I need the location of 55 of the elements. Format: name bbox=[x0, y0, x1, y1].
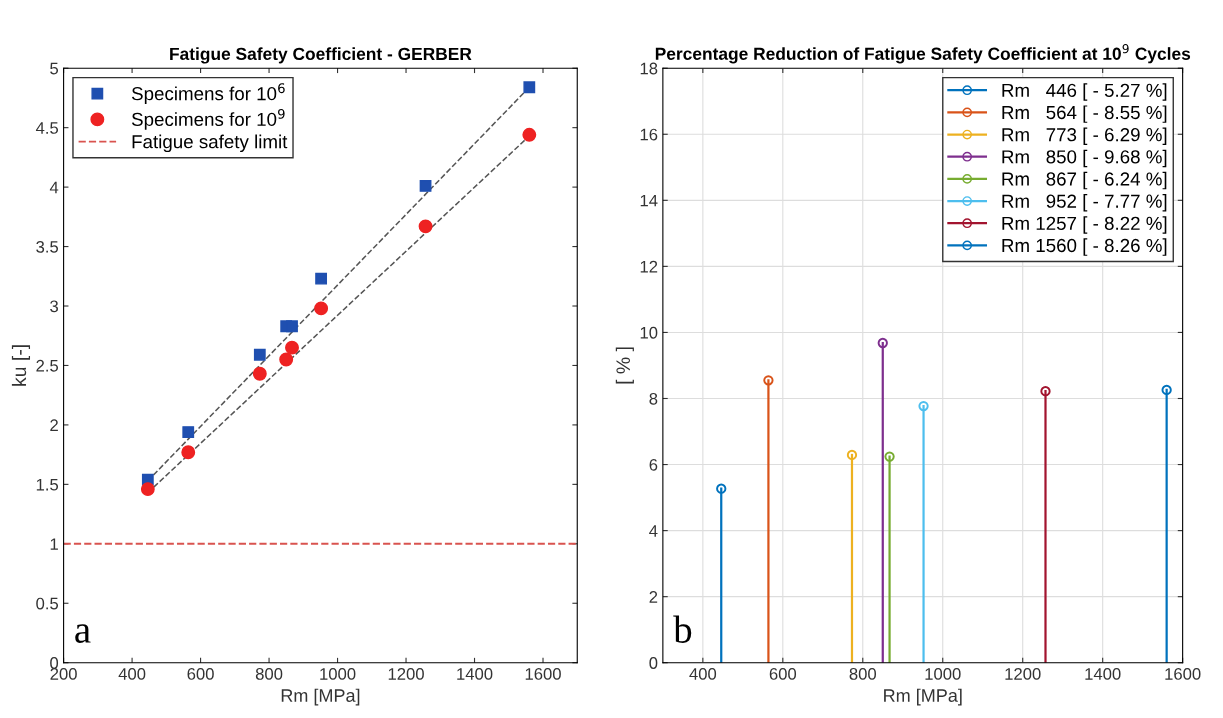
y-tick-label: 16 bbox=[640, 128, 658, 141]
legend-label: Rm 446 [ - 5.27 %] bbox=[1002, 83, 1167, 101]
chart-title: Percentage Reduction of Fatigue Safety Coefficient at 10$^{9}$ Cycles bbox=[655, 44, 1191, 64]
legend-label: Rm 1560 [ - 8.26 %] bbox=[1002, 238, 1167, 256]
x-tick-label: 400 bbox=[689, 668, 717, 680]
x-axis-title: Rm [MPa] bbox=[884, 688, 962, 706]
y-tick-label: 3.5 bbox=[36, 240, 59, 253]
chart-title: Fatigue Safety Coefficient - GERBER bbox=[170, 47, 472, 64]
y-axis-title: ku [-] bbox=[11, 345, 31, 386]
annotation: a bbox=[75, 624, 91, 643]
x-tick-label: 800 bbox=[849, 668, 877, 680]
x-tick-label: 200 bbox=[50, 668, 77, 680]
x-tick-label: 1600 bbox=[1165, 668, 1201, 680]
x-tick-label: 1200 bbox=[388, 668, 424, 680]
legend-label: Rm 952 [ - 7.77 %] bbox=[1002, 194, 1167, 212]
annotation: b bbox=[673, 615, 692, 643]
y-tick-label: 1 bbox=[50, 538, 58, 550]
y-tick-label: 0 bbox=[649, 657, 658, 669]
y-tick-label: 6 bbox=[649, 458, 658, 471]
legend-label: Fatigue safety limit bbox=[132, 134, 288, 153]
y-tick-label: 10 bbox=[640, 326, 658, 339]
y-tick-label: 1.5 bbox=[36, 478, 59, 491]
x-tick-label: 1400 bbox=[457, 668, 493, 680]
y-axis-title: [ % ] bbox=[615, 347, 634, 384]
x-tick-label: 600 bbox=[769, 668, 797, 680]
x-tick-label: 800 bbox=[255, 668, 283, 680]
legend-label: Rm 564 [ - 8.55 %] bbox=[1002, 105, 1167, 123]
x-axis-title: Rm [MPa] bbox=[281, 688, 360, 706]
y-tick-label: 2 bbox=[50, 419, 58, 431]
y-tick-label: 3 bbox=[50, 300, 58, 313]
x-tick-label: 600 bbox=[187, 668, 214, 680]
x-tick-label: 400 bbox=[118, 668, 146, 680]
y-tick-label: 5 bbox=[50, 62, 59, 75]
y-tick-label: 12 bbox=[640, 260, 658, 273]
y-tick-label: 18 bbox=[640, 62, 658, 75]
y-tick-label: 8 bbox=[649, 392, 658, 405]
x-tick-label: 1600 bbox=[525, 668, 561, 680]
x-tick-label: 1000 bbox=[925, 668, 961, 680]
legend-label: Rm 773 [ - 6.29 %] bbox=[1002, 127, 1167, 146]
y-tick-label: 4.5 bbox=[35, 122, 59, 134]
y-tick-label: 14 bbox=[640, 194, 658, 207]
legend-label: Rm 1257 [ - 8.22 %] bbox=[1002, 216, 1167, 234]
legend-label: Specimens for 10$^{9}$ bbox=[131, 108, 285, 130]
legend-label: Rm 850 [ - 9.68 %] bbox=[1002, 149, 1167, 168]
y-tick-label: 0 bbox=[50, 657, 59, 669]
y-tick-label: 0.5 bbox=[36, 597, 59, 610]
legend-label: Rm 867 [ - 6.24 %] bbox=[1002, 171, 1167, 190]
y-tick-label: 2 bbox=[649, 591, 658, 603]
legend-label: Specimens for 10$^{6}$ bbox=[131, 83, 285, 105]
x-tick-label: 1200 bbox=[1005, 668, 1041, 680]
x-tick-label: 1000 bbox=[320, 668, 356, 680]
x-tick-label: 1400 bbox=[1085, 668, 1121, 680]
y-tick-label: 4 bbox=[649, 525, 658, 537]
y-tick-label: 2.5 bbox=[36, 359, 59, 372]
y-tick-label: 4 bbox=[49, 181, 59, 194]
